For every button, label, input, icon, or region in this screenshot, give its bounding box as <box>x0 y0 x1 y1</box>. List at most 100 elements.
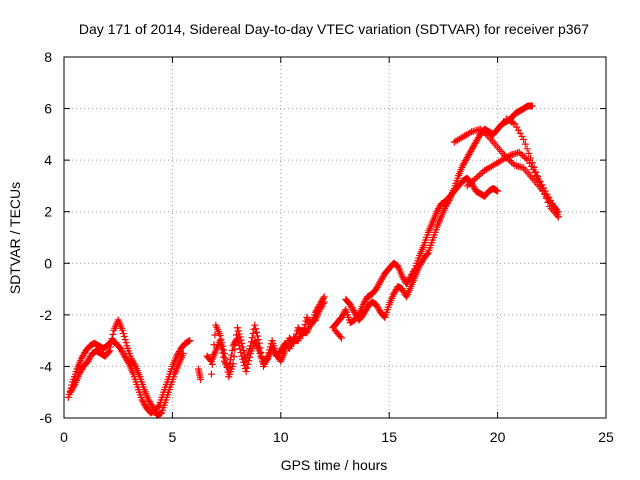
data-point <box>107 339 115 347</box>
data-point <box>530 163 538 171</box>
x-tick-label: 20 <box>490 429 506 445</box>
data-point <box>258 353 266 361</box>
data-point <box>179 350 187 358</box>
data-point <box>106 347 114 355</box>
y-tick-label: -2 <box>40 307 53 323</box>
data-point <box>472 174 480 182</box>
y-tick-label: 8 <box>44 49 52 65</box>
data-point <box>229 360 237 368</box>
data-point <box>247 338 255 346</box>
data-point <box>186 337 194 345</box>
x-tick-label: 15 <box>381 429 397 445</box>
data-point <box>520 136 528 144</box>
data-point <box>210 341 218 349</box>
data-point <box>507 158 515 166</box>
data-point <box>514 126 522 134</box>
data-point <box>533 173 541 181</box>
data-point <box>253 328 261 336</box>
data-point <box>265 349 273 357</box>
data-point <box>248 334 256 342</box>
data-point <box>220 346 228 354</box>
plot-frame <box>63 56 607 419</box>
data-point <box>106 343 114 351</box>
data-point <box>251 321 259 329</box>
data-point <box>474 173 482 181</box>
x-axis-label: GPS time / hours <box>281 457 388 473</box>
data-point <box>299 328 307 336</box>
data-point <box>223 363 231 371</box>
data-point <box>537 182 545 190</box>
y-tick-label: 6 <box>44 101 52 117</box>
data-point <box>240 350 248 358</box>
data-point <box>108 335 116 343</box>
data-point <box>131 361 139 369</box>
data-point <box>155 402 163 410</box>
data-point <box>246 342 254 350</box>
data-point <box>216 331 224 339</box>
data-point <box>523 145 531 153</box>
data-point <box>70 382 78 390</box>
data-point <box>222 359 230 367</box>
data-point <box>301 321 309 329</box>
data-point <box>291 336 299 344</box>
data-point <box>252 325 260 333</box>
x-tick-label: 5 <box>169 429 177 445</box>
data-point <box>540 190 548 198</box>
data-point <box>266 346 274 354</box>
data-point <box>542 194 550 202</box>
data-point <box>445 196 453 204</box>
data-point <box>527 154 535 162</box>
data-point <box>528 102 536 110</box>
data-point <box>234 327 242 335</box>
data-point <box>242 357 250 365</box>
data-point <box>292 333 300 341</box>
data-point <box>290 339 298 347</box>
data-point <box>109 330 117 338</box>
data-point <box>477 170 485 178</box>
data-point <box>266 343 274 351</box>
data-point <box>554 213 562 221</box>
data-point <box>521 140 529 148</box>
data-point <box>525 149 533 157</box>
data-point <box>238 339 246 347</box>
data-point <box>253 332 261 340</box>
y-tick-label: -4 <box>40 358 53 374</box>
data-point <box>244 351 252 359</box>
data-point <box>221 354 229 362</box>
data-point <box>197 375 205 383</box>
data-layer <box>64 102 562 419</box>
data-point <box>220 350 228 358</box>
data-point <box>319 294 327 302</box>
data-point <box>219 342 227 350</box>
data-point <box>298 331 306 339</box>
data-point <box>236 333 244 341</box>
data-point <box>64 393 72 401</box>
data-point <box>208 360 216 368</box>
data-point <box>246 345 254 353</box>
data-point <box>528 159 536 167</box>
data-point <box>539 186 547 194</box>
chart-title: Day 171 of 2014, Sidereal Day-to-day VTE… <box>79 21 589 37</box>
data-point <box>336 333 344 341</box>
data-point <box>239 343 247 351</box>
data-point <box>517 150 525 158</box>
data-point <box>119 326 127 334</box>
data-point <box>245 348 253 356</box>
data-point <box>120 333 128 341</box>
y-axis-label: SDTVAR / TECUs <box>7 182 23 294</box>
data-point <box>535 177 543 185</box>
data-point <box>249 329 257 337</box>
data-point <box>122 339 130 347</box>
data-point <box>243 354 251 362</box>
y-tick-label: 0 <box>44 255 52 271</box>
data-point <box>254 336 262 344</box>
data-point <box>256 344 264 352</box>
data-point <box>520 153 528 161</box>
x-tick-label: 0 <box>60 429 68 445</box>
data-point <box>513 123 521 131</box>
y-tick-label: 4 <box>44 152 52 168</box>
data-point <box>532 168 540 176</box>
tick-layer: 0 5 10 15 20 25 -6 -4 -2 0 2 4 6 8 <box>40 49 614 445</box>
data-point <box>237 336 245 344</box>
